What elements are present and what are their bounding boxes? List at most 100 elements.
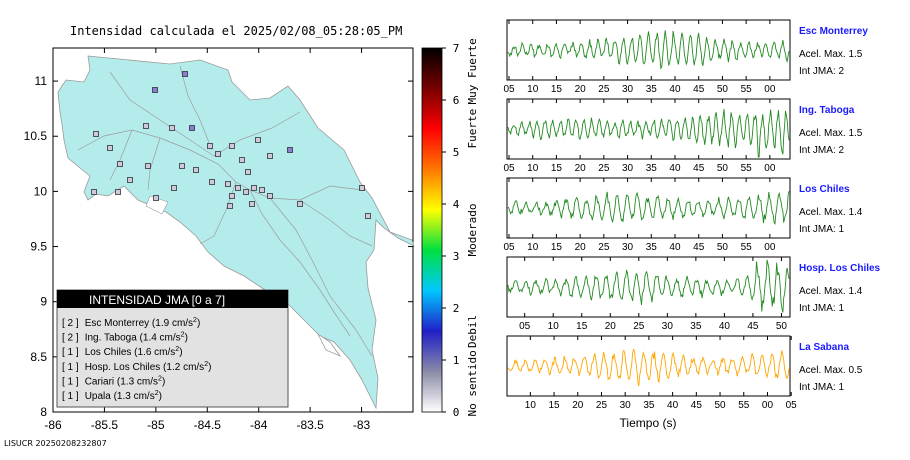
station-marker: [127, 177, 133, 183]
station-marker: [107, 145, 113, 151]
road-network: [77, 65, 373, 357]
legend-entry-level: [ 1 ]: [62, 362, 79, 373]
legend-entry-close: ): [197, 318, 200, 329]
int-jma: Int JMA: 1: [799, 382, 844, 393]
legend-entry-close: ): [208, 362, 211, 373]
int-jma: Int JMA: 1: [799, 303, 844, 314]
waveform-tick-label: 00: [764, 163, 776, 174]
golfo-dulce: [316, 332, 342, 357]
road: [179, 65, 213, 151]
waveform-tick-label: 40: [667, 400, 679, 411]
waveform-tick-label: 20: [605, 321, 617, 332]
road: [213, 111, 301, 157]
waveform-tick-label: 35: [646, 163, 658, 174]
waveform-tick-label: 35: [646, 242, 658, 253]
waveform-tick-label: 30: [662, 321, 674, 332]
station-marker: [91, 189, 97, 195]
station-marker: [189, 125, 195, 131]
station-marker: [287, 147, 293, 153]
waveform-tick-label: 10: [527, 242, 539, 253]
station-markers: [91, 71, 371, 219]
legend-entry-sup: 2: [158, 375, 162, 382]
legend-entry-close: ): [179, 347, 182, 358]
colorbar-tick-label: 3: [453, 250, 460, 263]
legend-entry-close: ): [162, 376, 165, 387]
station-marker: [251, 185, 257, 191]
waveform-tick-label: 00: [764, 84, 776, 95]
station-name: Ing. Taboga: [799, 105, 855, 116]
waveform-tick-label: 40: [669, 163, 681, 174]
waveform-tick-label: 15: [551, 242, 563, 253]
costa-rica-land: [57, 55, 415, 410]
waveform-tick-label: 25: [598, 163, 610, 174]
legend-entry: [ 2 ] Esc Monterrey (1.9 cm/s2): [62, 317, 200, 329]
waveform-tick-label: 40: [669, 84, 681, 95]
colorbar-category-label: Fuerte: [466, 109, 479, 149]
map-y-axis: 11 10.5 10 9.5 9 8.5 8: [24, 74, 413, 419]
colorbar-tick-label: 7: [453, 42, 460, 55]
legend-entry: [ 1 ] Cariari (1.3 cm/s2): [62, 375, 165, 387]
int-jma: Int JMA: 2: [799, 66, 844, 77]
waveform-frame: [506, 256, 791, 318]
station-marker: [93, 131, 99, 137]
waveform-tick-label: 15: [551, 163, 563, 174]
station-marker: [235, 185, 241, 191]
waveform-tick-label: 50: [776, 321, 788, 332]
waveform-tick-label: 45: [693, 242, 705, 253]
waveform-tick-label: 25: [633, 321, 645, 332]
road: [249, 189, 351, 337]
waveform-frame: [506, 335, 791, 397]
waveform-tick-label: 45: [693, 84, 705, 95]
station-marker: [249, 201, 255, 207]
waveform-trace: [507, 348, 790, 387]
road: [109, 129, 133, 181]
waveform-tick-label: 55: [741, 163, 753, 174]
map-y-tick-label: 10.5: [24, 129, 48, 143]
waveform-tick-label: 50: [717, 84, 729, 95]
legend-entry-sup: 2: [204, 361, 208, 368]
station-marker: [297, 201, 303, 207]
station-marker: [182, 71, 188, 77]
waveform-tick-label: 05: [503, 242, 515, 253]
map-y-tick-label: 9.5: [30, 240, 47, 254]
waveform-tick-label: 10: [548, 321, 560, 332]
station-marker: [169, 125, 175, 131]
legend-entry-label: Cariari (1.3 cm/s: [85, 376, 158, 387]
map-y-tick-label: 8: [40, 405, 47, 419]
waveform-tick-label: 40: [669, 242, 681, 253]
legend-entry-level: [ 1 ]: [62, 376, 79, 387]
map-panel: -86 -85.5 -85 -84.5 -84 -83.5 -83 11 10.5 10 9.5 9…: [24, 47, 415, 432]
legend-entry-label: Los Chiles (1.6 cm/s: [85, 347, 176, 358]
map-x-tick-label: -83.5: [296, 418, 324, 432]
colorbar-tick-label: 4: [453, 198, 460, 211]
waveform-tick-label: 15: [548, 400, 560, 411]
waveform-tick-label: 05: [503, 163, 515, 174]
station-name: La Sabana: [799, 342, 849, 353]
waveform-tick-label: 45: [691, 400, 703, 411]
waveform-panels: 05 10 15 20 25 30 35 40 45 50 55 00 Esc Monterrey Ace…: [503, 19, 881, 411]
colorbar-ticks: 7 6 5 4 3 2 1 0: [442, 42, 460, 419]
int-jma: Int JMA: 1: [799, 224, 844, 235]
colorbar-category-label: No sentido: [466, 350, 479, 416]
station-marker: [259, 187, 265, 193]
waveform-tick-label: 15: [576, 321, 588, 332]
waveform-tick-label: 30: [622, 84, 634, 95]
waveform-tick-label: 25: [596, 400, 608, 411]
legend-header: [57, 290, 288, 308]
legend-entry: [ 1 ] Los Chiles (1.6 cm/s2): [62, 346, 183, 358]
waveform-tick-label: 35: [643, 400, 655, 411]
waveform-tick-label: 05: [786, 400, 798, 411]
station-marker: [179, 163, 185, 169]
waveform-panel: 05 10 15 20 25 30 35 40 45 50 55 00 Esc Monterrey Ace…: [503, 19, 868, 95]
legend-entry-level: [ 2 ]: [62, 318, 79, 329]
map-title: Intensidad calculada el 2025/02/08_05:28…: [70, 24, 403, 38]
map-x-tick-label: -84: [250, 418, 268, 432]
waveform-tick-label: 10: [527, 84, 539, 95]
legend-box: [56, 289, 289, 408]
station-marker: [117, 161, 123, 167]
road: [299, 199, 373, 247]
station-marker: [243, 189, 249, 195]
legend-entry-level: [ 1 ]: [62, 391, 79, 402]
station-name: Hosp. Los Chiles: [799, 263, 881, 274]
